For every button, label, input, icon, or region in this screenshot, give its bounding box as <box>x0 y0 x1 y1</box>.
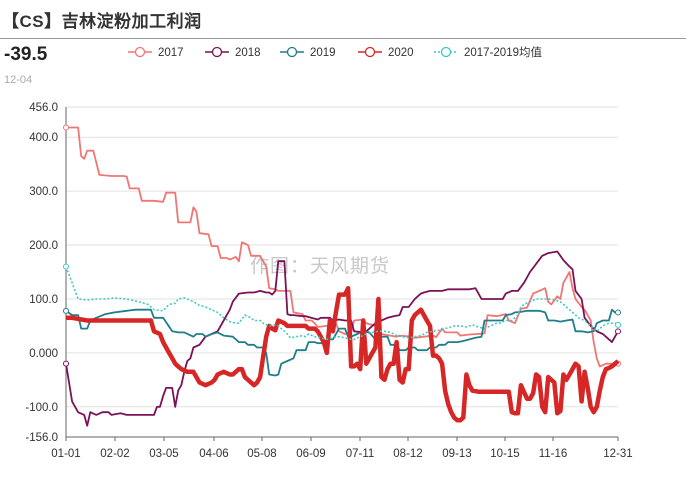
series-marker <box>615 328 621 335</box>
legend-swatch-circle <box>364 46 376 58</box>
x-tick-label: 11-16 <box>539 448 568 460</box>
y-tick-label: 200.0 <box>29 240 58 252</box>
x-tick-label: 12-31 <box>603 448 632 460</box>
series-line-4[interactable] <box>65 266 619 341</box>
axes: 456.0 400.0 300.0 200.0 100.0 0.000 -100.0 -156… <box>25 102 632 460</box>
legend-swatch-circle <box>286 46 298 58</box>
x-tick-label: 04-06 <box>199 448 228 460</box>
series-line-3[interactable] <box>66 285 620 423</box>
legend-label: 2017-2019均值 <box>464 46 542 59</box>
legend-swatch-circle <box>440 46 452 58</box>
y-tick-label: 0.000 <box>29 348 58 360</box>
legend-item-1[interactable]: 2018 <box>205 46 261 59</box>
legend-item-3[interactable]: 2020 <box>358 46 414 59</box>
x-tick-label: 08-12 <box>393 448 422 460</box>
latest-date: 12-04 <box>4 74 33 86</box>
title-divider <box>0 38 686 39</box>
x-tick-label: 02-02 <box>100 448 129 460</box>
y-tick-label: 100.0 <box>29 294 58 306</box>
series-line-0[interactable] <box>66 126 618 368</box>
series-marker <box>63 360 69 367</box>
series-marker <box>63 263 69 270</box>
legend-swatch-circle <box>134 46 146 58</box>
x-tick-label: 03-05 <box>149 448 178 460</box>
legend-label: 2017 <box>158 47 184 59</box>
series-lines <box>63 124 621 427</box>
legend-item-4[interactable]: 2017-2019均值 <box>434 46 542 59</box>
legend-swatch-circle <box>211 46 223 58</box>
legend-label: 2019 <box>310 47 336 59</box>
watermark: 作图：天风期货 <box>250 255 390 277</box>
legend-label: 2018 <box>235 47 261 59</box>
x-tick-label: 06-09 <box>296 448 325 460</box>
y-tick-label: 400.0 <box>29 132 58 144</box>
legend-label: 2020 <box>388 47 414 59</box>
legend[interactable]: 2017 2018 2019 2020 2017-2019均值 <box>128 46 542 59</box>
series-marker <box>63 124 69 131</box>
y-tick-label: 456.0 <box>29 102 58 114</box>
legend-item-2[interactable]: 2019 <box>280 46 336 59</box>
series-line-1[interactable] <box>65 250 619 427</box>
latest-value: -39.5 <box>4 44 48 65</box>
page-title: 【CS】吉林淀粉加工利润 <box>2 12 202 31</box>
y-tick-label: -156.0 <box>25 432 58 444</box>
y-tick-label: -100.0 <box>25 402 58 414</box>
series-marker <box>63 307 69 314</box>
x-tick-label: 05-08 <box>247 448 276 460</box>
series-marker <box>615 321 621 328</box>
x-tick-label: 01-01 <box>51 448 80 460</box>
x-tick-label: 07-11 <box>346 448 375 460</box>
x-tick-label: 09-13 <box>442 448 471 460</box>
series-marker <box>615 309 621 316</box>
x-tick-label: 10-15 <box>490 448 519 460</box>
legend-item-0[interactable]: 2017 <box>128 46 184 59</box>
y-tick-label: 300.0 <box>29 186 58 198</box>
